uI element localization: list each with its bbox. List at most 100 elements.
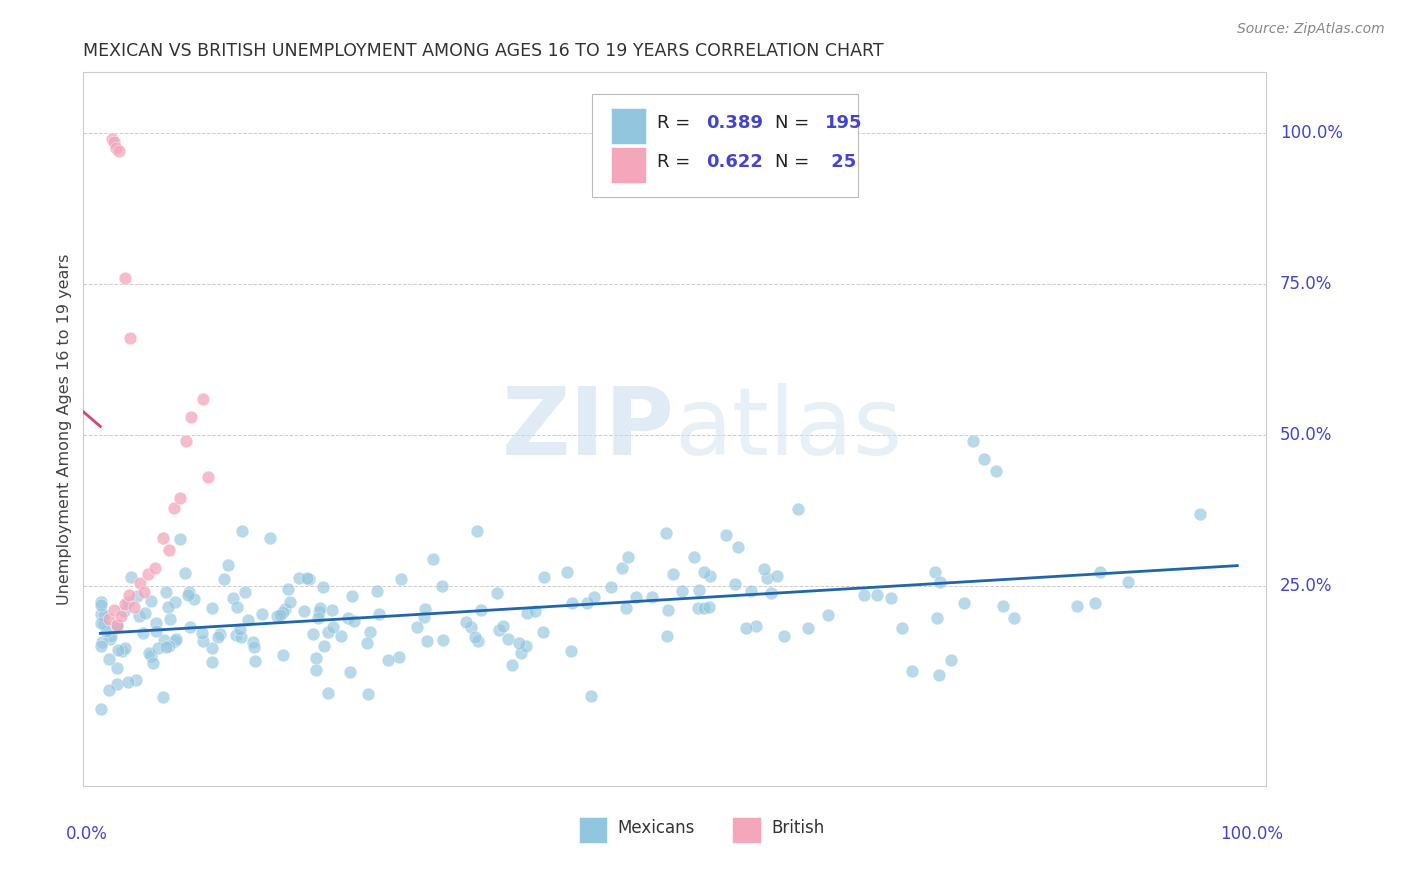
Point: [139, 649, 162, 664]
Point: [146, 641, 169, 656]
Point: [97, 682, 120, 697]
Point: [134, 606, 156, 620]
Point: [359, 625, 381, 640]
Point: [655, 526, 678, 541]
Point: [516, 606, 538, 620]
Point: [229, 630, 252, 644]
Point: [243, 640, 266, 654]
Point: [225, 600, 247, 615]
Point: [156, 599, 179, 614]
Point: [339, 665, 361, 680]
Point: [93, 617, 115, 632]
Point: [100, 629, 122, 643]
Text: atlas: atlas: [675, 383, 903, 475]
Point: [179, 584, 201, 599]
Point: [984, 464, 1007, 478]
FancyBboxPatch shape: [579, 816, 607, 843]
Point: [488, 624, 510, 638]
Point: [103, 135, 125, 149]
Point: [98, 612, 121, 626]
Point: [901, 665, 924, 679]
Point: [467, 633, 489, 648]
Point: [465, 524, 488, 538]
Point: [1116, 575, 1139, 590]
Point: [523, 604, 546, 618]
Point: [756, 571, 779, 585]
Point: [890, 621, 912, 635]
Point: [124, 600, 146, 615]
Point: [207, 630, 229, 644]
Point: [139, 594, 162, 608]
Point: [90, 639, 112, 653]
Text: British: British: [772, 820, 825, 838]
Text: 100.0%: 100.0%: [1279, 124, 1343, 142]
Point: [432, 633, 454, 648]
Point: [118, 331, 141, 345]
Point: [152, 531, 174, 545]
Point: [655, 629, 678, 643]
Point: [309, 600, 332, 615]
Point: [112, 604, 135, 618]
Text: ZIP: ZIP: [502, 383, 675, 475]
Point: [464, 630, 486, 644]
Point: [117, 594, 139, 608]
Point: [111, 644, 134, 658]
Point: [153, 633, 176, 648]
Text: N =: N =: [775, 114, 815, 132]
Point: [132, 585, 155, 599]
FancyBboxPatch shape: [610, 147, 647, 183]
Point: [155, 585, 177, 599]
Point: [973, 452, 995, 467]
Point: [508, 635, 530, 649]
Point: [138, 646, 160, 660]
Point: [114, 597, 136, 611]
Point: [98, 632, 121, 646]
Point: [277, 582, 299, 596]
Point: [740, 584, 762, 599]
Point: [322, 620, 344, 634]
Point: [416, 634, 439, 648]
Point: [817, 607, 839, 622]
Point: [152, 690, 174, 705]
Point: [157, 542, 180, 557]
Point: [142, 656, 165, 670]
Point: [252, 607, 274, 622]
Point: [118, 588, 141, 602]
Point: [165, 634, 187, 648]
Point: [367, 607, 389, 621]
Point: [179, 620, 201, 634]
Point: [641, 590, 664, 604]
Point: [716, 528, 738, 542]
Text: 0.389: 0.389: [706, 114, 763, 132]
Point: [693, 600, 716, 615]
Point: [991, 599, 1014, 613]
Point: [93, 607, 115, 622]
Point: [962, 434, 984, 448]
Point: [735, 621, 758, 635]
Text: Source: ZipAtlas.com: Source: ZipAtlas.com: [1237, 22, 1385, 37]
Point: [377, 653, 399, 667]
Point: [939, 652, 962, 666]
Point: [105, 661, 128, 675]
Point: [699, 569, 721, 583]
Point: [121, 570, 143, 584]
Point: [316, 686, 339, 700]
Point: [624, 590, 647, 604]
Point: [94, 624, 117, 638]
Text: N =: N =: [775, 153, 815, 171]
Point: [1004, 611, 1026, 625]
Point: [143, 561, 166, 575]
Point: [136, 567, 159, 582]
Point: [201, 601, 224, 615]
Point: [107, 643, 129, 657]
Point: [191, 625, 214, 640]
Point: [177, 588, 200, 602]
Point: [766, 569, 789, 583]
Point: [600, 580, 623, 594]
Point: [308, 605, 330, 619]
Point: [412, 610, 434, 624]
Point: [155, 640, 177, 655]
Point: [174, 434, 197, 448]
Point: [305, 663, 328, 677]
Point: [231, 524, 253, 539]
